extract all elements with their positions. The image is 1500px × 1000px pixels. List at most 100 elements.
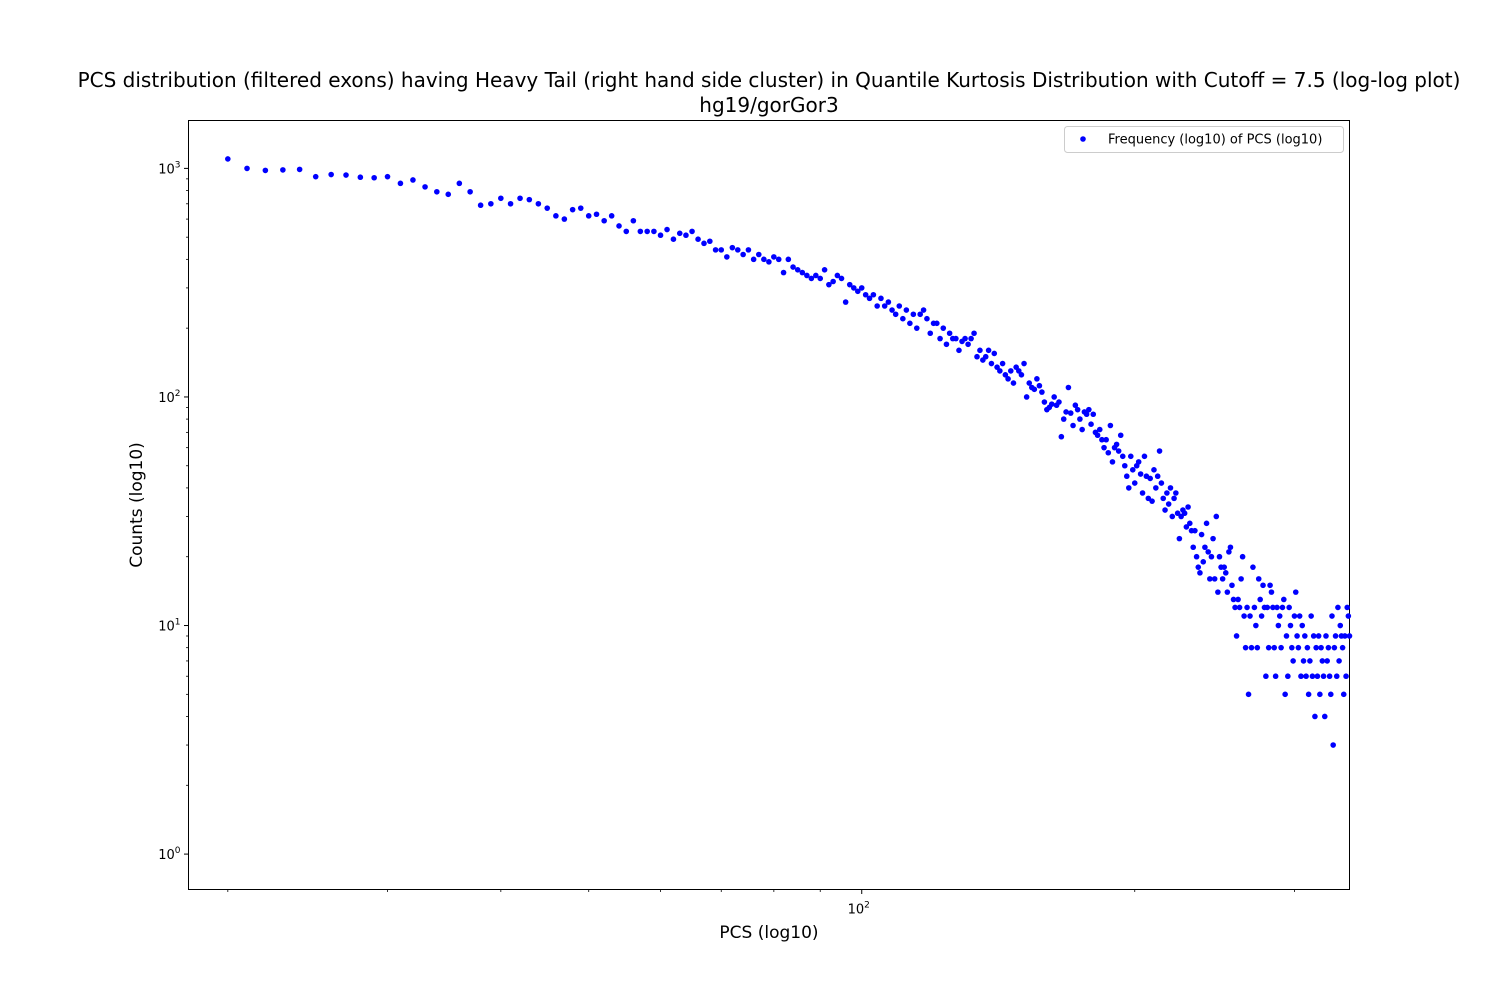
data-point (1319, 658, 1326, 664)
data-point (1074, 406, 1081, 413)
data-point (553, 213, 559, 219)
data-point (1291, 613, 1298, 619)
data-point (1185, 504, 1191, 510)
legend: Frequency (log10) of PCS (log10) (1064, 126, 1344, 153)
data-point (1258, 613, 1265, 619)
data-point (526, 196, 533, 203)
data-point (962, 335, 968, 342)
data-point (1233, 633, 1240, 639)
data-point (689, 228, 695, 235)
data-point (1294, 633, 1300, 639)
data-point (1250, 564, 1256, 570)
data-point (676, 230, 683, 237)
data-point (943, 341, 950, 348)
data-point (1113, 441, 1120, 448)
x-axis-label: PCS (log10) (719, 923, 818, 943)
data-point (1230, 596, 1237, 603)
data-point (1154, 473, 1161, 480)
data-point (1285, 673, 1291, 680)
data-point (644, 228, 650, 235)
data-point (1326, 673, 1333, 680)
data-point (535, 200, 542, 207)
data-point (1328, 691, 1334, 698)
data-point (1329, 613, 1335, 619)
data-point (1333, 673, 1340, 680)
data-point (569, 206, 576, 213)
data-point (1203, 520, 1210, 527)
data-points (225, 156, 1353, 748)
data-point (1283, 633, 1290, 639)
data-point (1324, 658, 1330, 664)
data-point (1063, 409, 1069, 415)
data-point (997, 368, 1003, 374)
data-point (1339, 644, 1346, 651)
data-point (1169, 513, 1176, 520)
data-point (1342, 633, 1348, 639)
data-point (1010, 380, 1017, 386)
data-point (410, 177, 416, 183)
data-point (1090, 411, 1097, 418)
data-point (1312, 713, 1318, 720)
data-point (1337, 622, 1344, 629)
data-point (1171, 495, 1177, 502)
data-point (1335, 604, 1341, 611)
data-point (785, 256, 792, 263)
data-point (1247, 613, 1253, 619)
data-point (1272, 673, 1279, 680)
data-point (900, 315, 906, 322)
data-point (1307, 658, 1313, 664)
data-point (977, 347, 983, 354)
data-point (1292, 589, 1299, 595)
data-point (701, 240, 707, 247)
data-point (1229, 582, 1235, 589)
data-point (889, 307, 895, 313)
data-point (842, 299, 849, 305)
data-point (1263, 673, 1269, 680)
data-point (422, 184, 428, 190)
data-point (1303, 673, 1309, 680)
data-point (761, 256, 767, 263)
data-point (1289, 644, 1295, 651)
data-point (1164, 490, 1170, 496)
data-point (1325, 644, 1332, 651)
data-point (1226, 549, 1232, 555)
data-point (1313, 644, 1319, 651)
data-point (1149, 498, 1155, 504)
data-point (1192, 527, 1198, 534)
data-point (1236, 604, 1243, 611)
data-point (804, 272, 810, 279)
data-point (766, 259, 772, 265)
data-point (1077, 416, 1083, 422)
data-point (1244, 604, 1250, 611)
data-point (1221, 564, 1228, 570)
data-point (1248, 644, 1255, 651)
data-point (813, 272, 819, 279)
data-point (1309, 673, 1316, 680)
y-tick-label: 103 (158, 160, 180, 177)
data-point (371, 174, 377, 181)
data-point (1021, 360, 1027, 367)
data-point (1270, 604, 1276, 611)
data-point (1215, 589, 1221, 595)
data-point (1238, 576, 1244, 582)
data-point (1310, 633, 1317, 639)
data-point (1323, 633, 1329, 639)
data-point (695, 236, 701, 242)
data-point (1156, 448, 1163, 454)
data-point (1007, 368, 1014, 374)
data-point (838, 275, 845, 282)
data-point (1034, 376, 1040, 382)
data-point (1286, 604, 1292, 611)
data-point (657, 232, 664, 239)
data-point (498, 195, 504, 202)
data-point (1105, 449, 1112, 456)
data-point (601, 217, 607, 224)
data-point (1058, 433, 1065, 440)
data-point (817, 275, 824, 282)
data-point (913, 325, 920, 331)
data-point (937, 335, 943, 342)
data-point (1274, 604, 1280, 611)
data-point (870, 291, 877, 298)
data-point (1290, 658, 1296, 664)
